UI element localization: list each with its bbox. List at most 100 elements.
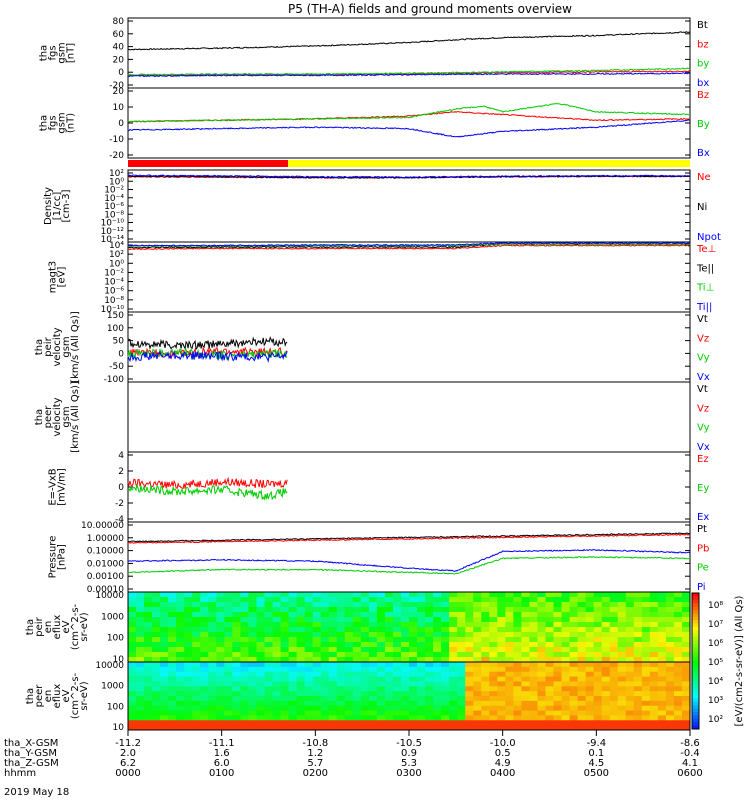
heatmap-cell [537, 612, 546, 618]
heatmap-cell [248, 715, 257, 721]
heatmap-cell [200, 696, 209, 702]
heatmap-cell [497, 622, 506, 628]
heatmap-cell [384, 710, 394, 716]
heatmap-cell [272, 597, 282, 603]
heatmap-cell [505, 637, 514, 643]
heatmap-cell [449, 725, 458, 731]
heatmap-cell [641, 642, 651, 648]
heatmap-cell [657, 705, 667, 712]
heatmap-cell [673, 715, 683, 721]
heatmap-cell [312, 612, 322, 618]
heatmap-cell [513, 681, 522, 687]
colorbar-segment [692, 661, 699, 665]
heatmap-cell [409, 715, 418, 721]
heatmap-cell [529, 607, 538, 613]
heatmap-cell [320, 652, 330, 658]
heatmap-cell [232, 666, 241, 673]
heatmap-cell [489, 696, 498, 702]
heatmap-cell [192, 710, 201, 716]
heatmap-cell [465, 681, 474, 687]
heatmap-cell [529, 681, 538, 687]
heatmap-cell [513, 691, 522, 697]
heatmap-cell [136, 686, 145, 692]
heatmap-cell [184, 612, 193, 618]
heatmap-cell [465, 700, 474, 707]
heatmap-cell [136, 592, 145, 598]
heatmap-cell [384, 725, 394, 731]
heatmap-cell [368, 720, 378, 726]
heatmap-cell [481, 637, 490, 643]
heatmap-cell [328, 720, 338, 726]
heatmap-cell [505, 700, 514, 707]
heatmap-cell [304, 597, 314, 603]
heatmap-cell [216, 662, 225, 668]
x-tick-label: 4.9 [495, 758, 511, 769]
heatmap-cell [328, 700, 338, 707]
heatmap-cell [449, 715, 458, 721]
heatmap-cell [425, 632, 434, 638]
heatmap-cell [192, 642, 201, 648]
heatmap-cell [449, 657, 458, 663]
heatmap-cell [176, 666, 185, 673]
heatmap-cell [497, 720, 506, 726]
heatmap-cell [224, 725, 233, 731]
heatmap-cell [473, 632, 482, 638]
heatmap-cell [240, 710, 249, 716]
x-tick-label: -10.8 [302, 738, 328, 749]
heatmap-cell [384, 686, 394, 692]
heatmap-cell [657, 725, 667, 731]
heatmap-cell [489, 627, 498, 633]
colorbar-segment [692, 705, 699, 710]
heatmap-cell [425, 696, 434, 702]
heatmap-cell [673, 691, 683, 697]
heatmap-cell [505, 627, 514, 633]
heatmap-cell [433, 617, 442, 623]
heatmap-cell [457, 602, 466, 608]
heatmap-cell [200, 691, 209, 697]
heatmap-cell [681, 671, 691, 678]
x-tick-label: 0100 [209, 768, 234, 779]
heatmap-cell [665, 662, 675, 668]
heatmap-cell [152, 592, 161, 598]
heatmap-cell [344, 691, 354, 697]
heatmap-cell [400, 671, 410, 678]
colorbar-segment [692, 616, 699, 621]
heatmap-cell [176, 627, 185, 633]
heatmap-cell [376, 627, 386, 633]
heatmap-cell [473, 602, 482, 608]
heatmap-cell [641, 671, 651, 678]
heatmap-cell [352, 622, 362, 628]
heatmap-cell [505, 612, 514, 618]
heatmap-cell [352, 662, 362, 668]
heatmap-cell [304, 696, 314, 702]
heatmap-cell [168, 710, 177, 716]
heatmap-cell [216, 622, 225, 628]
heatmap-cell [400, 607, 410, 613]
heatmap-cell [457, 710, 466, 716]
heatmap-cell [641, 622, 651, 628]
heatmap-cell [144, 607, 153, 613]
heatmap-cell [176, 617, 185, 623]
legend-ni: Ni [697, 202, 707, 213]
heatmap-cell [553, 657, 563, 663]
heatmap-cell [328, 686, 338, 692]
heatmap-cell [160, 686, 169, 692]
y-tick-label: 10⁻⁸ [104, 296, 124, 306]
heatmap-cell [328, 607, 338, 613]
heatmap-cell [665, 637, 675, 643]
y-tick-label: 0.00100 [87, 572, 124, 582]
heatmap-cell [481, 720, 490, 726]
heatmap-cell [497, 657, 506, 663]
heatmap-cell [665, 700, 675, 707]
heatmap-cell [232, 597, 241, 603]
heatmap-cell [529, 647, 538, 653]
heatmap-cell [368, 700, 378, 707]
heatmap-cell [216, 637, 225, 643]
heatmap-cell [312, 681, 322, 687]
heatmap-cell [601, 686, 611, 692]
heatmap-cell [617, 602, 627, 608]
heatmap-cell [545, 681, 555, 687]
heatmap-cell [665, 617, 675, 623]
heatmap-cell [304, 612, 314, 618]
heatmap-cell [601, 700, 611, 707]
